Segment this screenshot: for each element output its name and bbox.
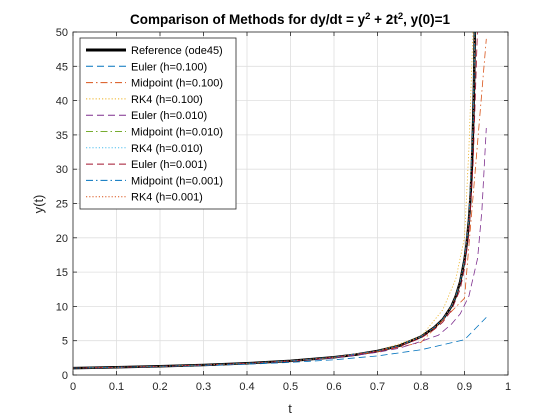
x-tick-label: 0.8: [413, 381, 428, 393]
x-tick-label: 1: [505, 381, 511, 393]
y-tick-label: 45: [56, 61, 68, 73]
y-tick-label: 50: [56, 27, 68, 39]
x-tick-label: 0.5: [283, 381, 298, 393]
legend: Reference (ode45) Euler (h=0.100) Midpoint…: [79, 37, 237, 210]
series-line-9: [73, 32, 476, 369]
x-tick-label: 0.7: [370, 381, 385, 393]
legend-label-2: Euler (h=0.100): [131, 61, 207, 73]
x-axis-label: t: [288, 401, 292, 416]
title-part-exp-1: 2: [365, 11, 370, 22]
title-part-middle: + 2t: [370, 12, 398, 27]
x-tick-label: 0: [70, 381, 76, 393]
legend-label-10: RK4 (h=0.001): [131, 192, 203, 204]
y-tick-label: 30: [56, 164, 68, 176]
legend-label-9: Midpoint (h=0.001): [131, 175, 223, 187]
y-tick-label: 40: [56, 96, 68, 108]
ticks: [72, 31, 509, 376]
legend-label-5: Euler (h=0.010): [131, 110, 207, 122]
y-tick-label: 20: [56, 233, 68, 245]
x-tick-label: 0.6: [326, 381, 341, 393]
y-tick-label: 0: [62, 370, 68, 382]
x-tick-label: 0.1: [109, 381, 124, 393]
title-part-main: Comparison of Methods for dy/dt = y: [130, 12, 366, 27]
legend-label-8: Euler (h=0.001): [131, 159, 207, 171]
title-part-end: , y(0)=1: [403, 12, 450, 27]
legend-label-3: Midpoint (h=0.100): [131, 78, 223, 90]
series-layer: [73, 32, 487, 370]
y-tick-label: 25: [56, 199, 68, 211]
x-tick-label: 0.4: [239, 381, 254, 393]
tick-labels: 0 0.1 0.2 0.3 0.4 0.5 0.6 0.7 0.8 0.9 105101520253…: [56, 27, 511, 393]
series-line-8: [73, 32, 478, 369]
legend-label-6: Midpoint (h=0.010): [131, 127, 223, 139]
x-tick-label: 0.9: [457, 381, 472, 393]
legend-label-1: Reference (ode45): [131, 45, 223, 57]
x-tick-label: 0.3: [196, 381, 211, 393]
x-tick-label: 0.2: [152, 381, 167, 393]
y-tick-label: 5: [62, 336, 68, 348]
chart-title: Comparison of Methods for dy/dt = y2 + 2…: [130, 11, 451, 27]
y-axis-label: y(t): [31, 195, 46, 214]
legend-label-7: RK4 (h=0.010): [131, 143, 203, 155]
y-tick-label: 10: [56, 301, 68, 313]
title-part-exp-2: 2: [398, 11, 403, 22]
y-tick-label: 15: [56, 267, 68, 279]
legend-label-4: RK4 (h=0.100): [131, 94, 203, 106]
y-tick-label: 35: [56, 130, 68, 142]
